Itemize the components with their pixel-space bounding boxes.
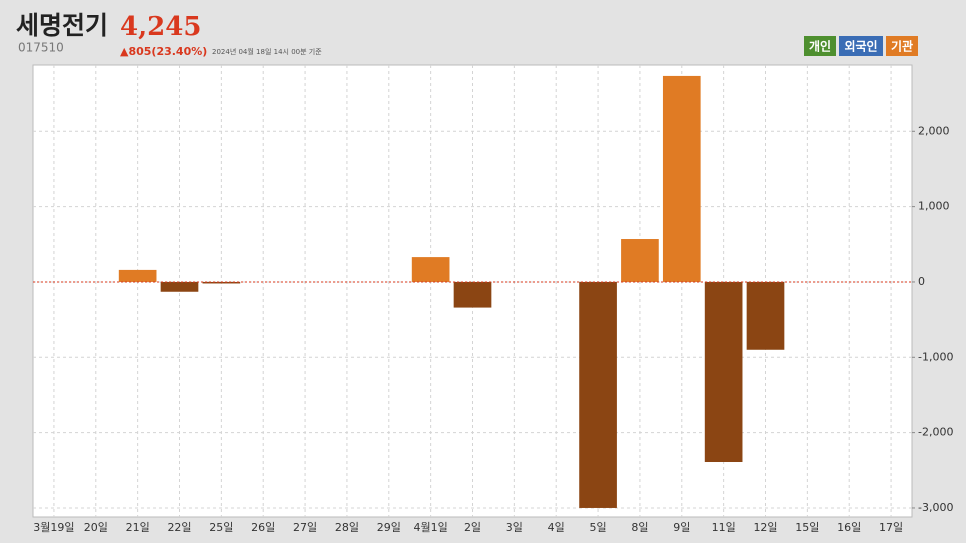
x-tick-label: 11일 (712, 520, 736, 534)
legend-button[interactable] (839, 36, 883, 56)
x-tick-label: 20일 (84, 520, 108, 534)
legend-label[interactable]: 외국인 (844, 39, 877, 54)
price-change: ▲805(23.40%) (120, 45, 207, 58)
y-tick-label: 0 (918, 275, 925, 288)
bar (411, 257, 450, 282)
x-tick-label: 28일 (335, 520, 359, 534)
x-tick-label: 4월1일 (414, 520, 448, 534)
timestamp: 2024년 04월 18일 14시 00분 기준 (212, 47, 322, 56)
legend-button[interactable] (804, 36, 836, 56)
y-tick-label: 1,000 (918, 200, 950, 213)
x-tick-label: 22일 (167, 520, 191, 534)
stock-code: 017510 (18, 41, 64, 55)
x-tick-label: 8일 (631, 520, 648, 534)
price: 4,245 (120, 12, 201, 42)
bar (621, 239, 659, 282)
x-tick-label: 21일 (126, 520, 150, 534)
stock-name: 세명전기 (16, 11, 108, 40)
bar (579, 281, 617, 508)
bar (202, 281, 241, 284)
x-tick-label: 3일 (506, 520, 523, 534)
y-tick-label: -2,000 (918, 426, 953, 439)
x-tick-label: 4일 (548, 520, 565, 534)
x-tick-label: 29일 (377, 520, 401, 534)
x-tick-label: 5일 (590, 520, 607, 534)
bar (453, 281, 492, 308)
x-tick-label: 17일 (879, 520, 903, 534)
x-tick-label: 15일 (795, 520, 819, 534)
x-tick-label: 9일 (673, 520, 690, 534)
legend-button[interactable] (886, 36, 918, 56)
bar (118, 269, 157, 282)
x-tick-label: 3월19일 (33, 520, 74, 534)
y-tick-label: 2,000 (918, 124, 950, 137)
bar (160, 281, 199, 292)
y-tick-label: -1,000 (918, 350, 953, 363)
x-tick-label: 25일 (209, 520, 233, 534)
y-tick-label: -3,000 (918, 501, 953, 514)
bar (662, 75, 701, 282)
legend-label[interactable]: 개인 (809, 39, 831, 54)
legend-label[interactable]: 기관 (891, 39, 913, 54)
x-tick-label: 27일 (293, 520, 317, 534)
x-tick-label: 26일 (251, 520, 275, 534)
x-tick-label: 12일 (753, 520, 777, 534)
x-tick-label: 2일 (464, 520, 481, 534)
bar (746, 281, 785, 350)
x-tick-label: 16일 (837, 520, 861, 534)
bar (704, 281, 743, 463)
